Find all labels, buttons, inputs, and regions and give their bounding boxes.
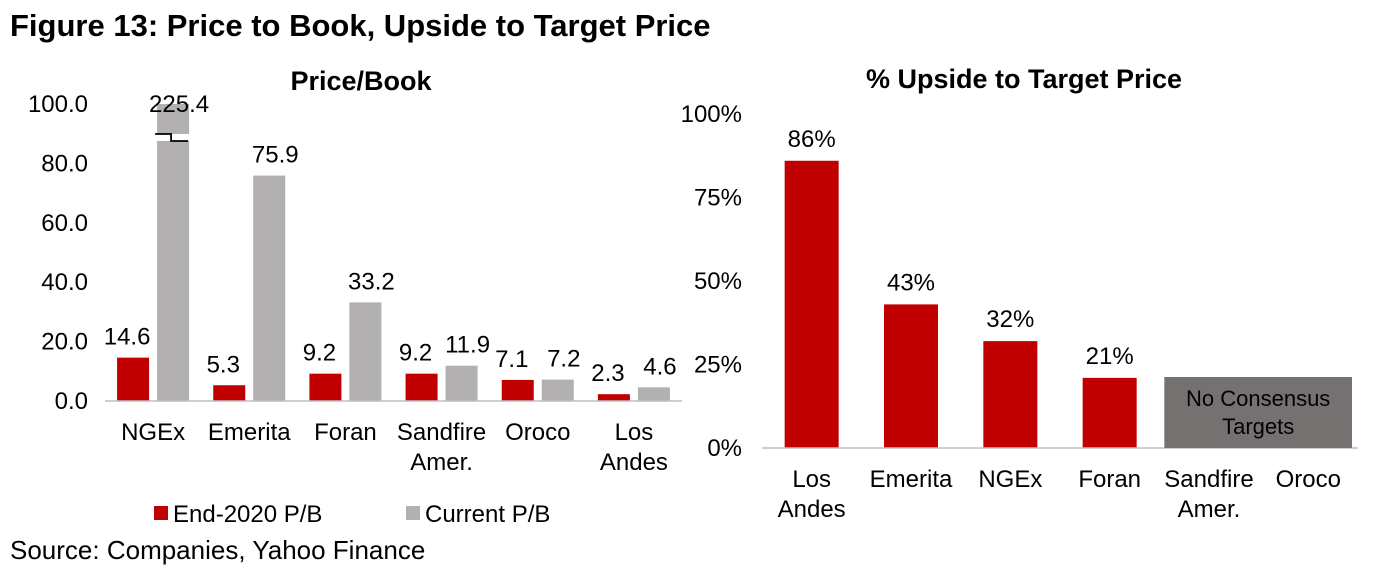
price-book-category-label: NGEx (121, 419, 185, 446)
legend-swatch-end-2020 (154, 506, 168, 520)
upside-category-label: Los (792, 466, 831, 493)
no-consensus-annotation: No Consensus Targets (1164, 377, 1352, 448)
price-book-bar-los-andes-end-2020-p-b (597, 394, 630, 401)
upside-bars (784, 160, 1137, 448)
price-book-category-label: Emerita (208, 419, 291, 446)
no-consensus-text: No Consensus (1186, 386, 1330, 411)
upside-y-tick-label: 25% (694, 352, 742, 379)
price-book-legend: End-2020 P/B Current P/B (154, 501, 550, 528)
upside-category-label: Oroco (1276, 466, 1341, 493)
upside-category-label: Emerita (870, 466, 953, 493)
upside-chart: % Upside to Target Price 100% 75% 50% 25% 0%… (681, 64, 1358, 523)
price-book-bar-ngex-end-2020-p-b (117, 357, 150, 401)
price-book-value-label-oroco-current-p-b: 7.2 (547, 346, 580, 373)
upside-y-tick-label: 0% (707, 435, 742, 462)
price-book-y-tick-label: 0.0 (55, 388, 88, 415)
upside-category-label: Amer. (1178, 496, 1241, 523)
no-consensus-text: Targets (1222, 414, 1294, 439)
price-book-value-label-sandfire-amer-current-p-b: 11.9 (445, 332, 490, 359)
price-book-bar-emerita-end-2020-p-b (213, 385, 246, 401)
upside-value-label-los-andes: 86% (788, 126, 836, 153)
price-book-bar-foran-end-2020-p-b (309, 373, 342, 401)
legend-label-current: Current P/B (425, 501, 550, 528)
upside-category-label: Sandfire (1164, 466, 1253, 493)
upside-category-label: Andes (778, 496, 846, 523)
upside-value-label-foran: 21% (1086, 343, 1134, 370)
price-book-bar-los-andes-current-p-b (637, 387, 670, 401)
no-consensus-box (1164, 377, 1352, 448)
upside-value-label-ngex: 32% (986, 306, 1034, 333)
upside-category-label: NGEx (978, 466, 1042, 493)
price-book-bar-ngex-current-p-b (157, 104, 190, 401)
price-book-bar-emerita-current-p-b (253, 175, 286, 401)
price-book-value-label-foran-end-2020-p-b: 9.2 (303, 340, 336, 367)
price-book-category-label: Sandfire (397, 419, 486, 446)
upside-bar-emerita (884, 304, 938, 448)
price-book-category-label: Andes (600, 449, 668, 476)
axis-break-mark (155, 133, 194, 142)
upside-y-tick-label: 50% (694, 268, 742, 295)
price-book-bar-foran-current-p-b (349, 302, 382, 401)
price-book-category-label: Oroco (505, 419, 570, 446)
price-book-y-tick-label: 40.0 (41, 269, 88, 296)
upside-y-tick-label: 100% (681, 101, 742, 128)
price-book-chart: Price/Book 100.0 80.0 60.0 40.0 20.0 0.0 14.6… (28, 66, 682, 528)
price-book-y-tick-label: 60.0 (41, 210, 88, 237)
price-book-y-tick-label: 20.0 (41, 329, 88, 356)
upside-value-labels: 86% 43% 32% 21% (788, 126, 1134, 370)
upside-y-tick-label: 75% (694, 185, 742, 212)
price-book-bar-sandfire-amer-end-2020-p-b (405, 373, 438, 401)
price-book-value-label-emerita-current-p-b: 75.9 (252, 142, 299, 169)
price-book-y-tick-label: 80.0 (41, 150, 88, 177)
price-book-category-label: Amer. (410, 449, 473, 476)
upside-bar-ngex (983, 341, 1038, 448)
price-book-category-labels: NGEx Emerita Foran Sandfire Amer. Oroco Los And… (121, 419, 668, 476)
legend-swatch-current (406, 506, 420, 520)
upside-y-ticks: 100% 75% 50% 25% 0% (681, 101, 742, 462)
price-book-value-label-sandfire-amer-end-2020-p-b: 9.2 (399, 340, 432, 367)
upside-bar-foran (1082, 377, 1137, 448)
source-note: Source: Companies, Yahoo Finance (10, 535, 426, 565)
upside-category-labels: Los Andes Emerita NGEx Foran Sandfire Amer. Oro… (778, 466, 1341, 523)
price-book-value-label-ngex-current-p-b: 225.4 (149, 91, 209, 118)
price-book-category-label: Los (615, 419, 654, 446)
price-book-value-label-emerita-end-2020-p-b: 5.3 (207, 351, 240, 378)
price-book-value-labels: 14.6 225.4 5.3 75.9 9.2 33.2 9.2 11.97.1 7.2 2.3 4… (104, 91, 677, 387)
price-book-bar-sandfire-amer-current-p-b (445, 365, 478, 401)
price-book-y-tick-label: 100.0 (28, 91, 88, 118)
figure-title: Figure 13: Price to Book, Upside to Targ… (10, 8, 711, 43)
price-book-title: Price/Book (290, 66, 432, 96)
price-book-value-label-los-andes-current-p-b: 4.6 (643, 353, 676, 380)
axis-break-gap (155, 134, 194, 141)
price-book-bar-oroco-current-p-b (541, 379, 574, 401)
price-book-category-label: Foran (314, 419, 377, 446)
price-book-bar-oroco-end-2020-p-b (501, 379, 534, 401)
upside-value-label-emerita: 43% (887, 269, 935, 296)
upside-bar-los-andes (784, 160, 839, 448)
price-book-value-label-los-andes-end-2020-p-b: 2.3 (591, 360, 624, 387)
axis-break-line (155, 133, 189, 142)
upside-title: % Upside to Target Price (866, 64, 1182, 94)
price-book-bars (117, 104, 670, 401)
legend-label-end-2020: End-2020 P/B (173, 501, 322, 528)
price-book-y-ticks: 100.0 80.0 60.0 40.0 20.0 0.0 (28, 91, 88, 415)
price-book-value-label-foran-current-p-b: 33.2 (348, 268, 395, 295)
upside-category-label: Foran (1078, 466, 1141, 493)
price-book-value-label-oroco-end-2020-p-b: 7.1 (495, 346, 528, 373)
price-book-value-label-ngex-end-2020-p-b: 14.6 (104, 324, 151, 351)
